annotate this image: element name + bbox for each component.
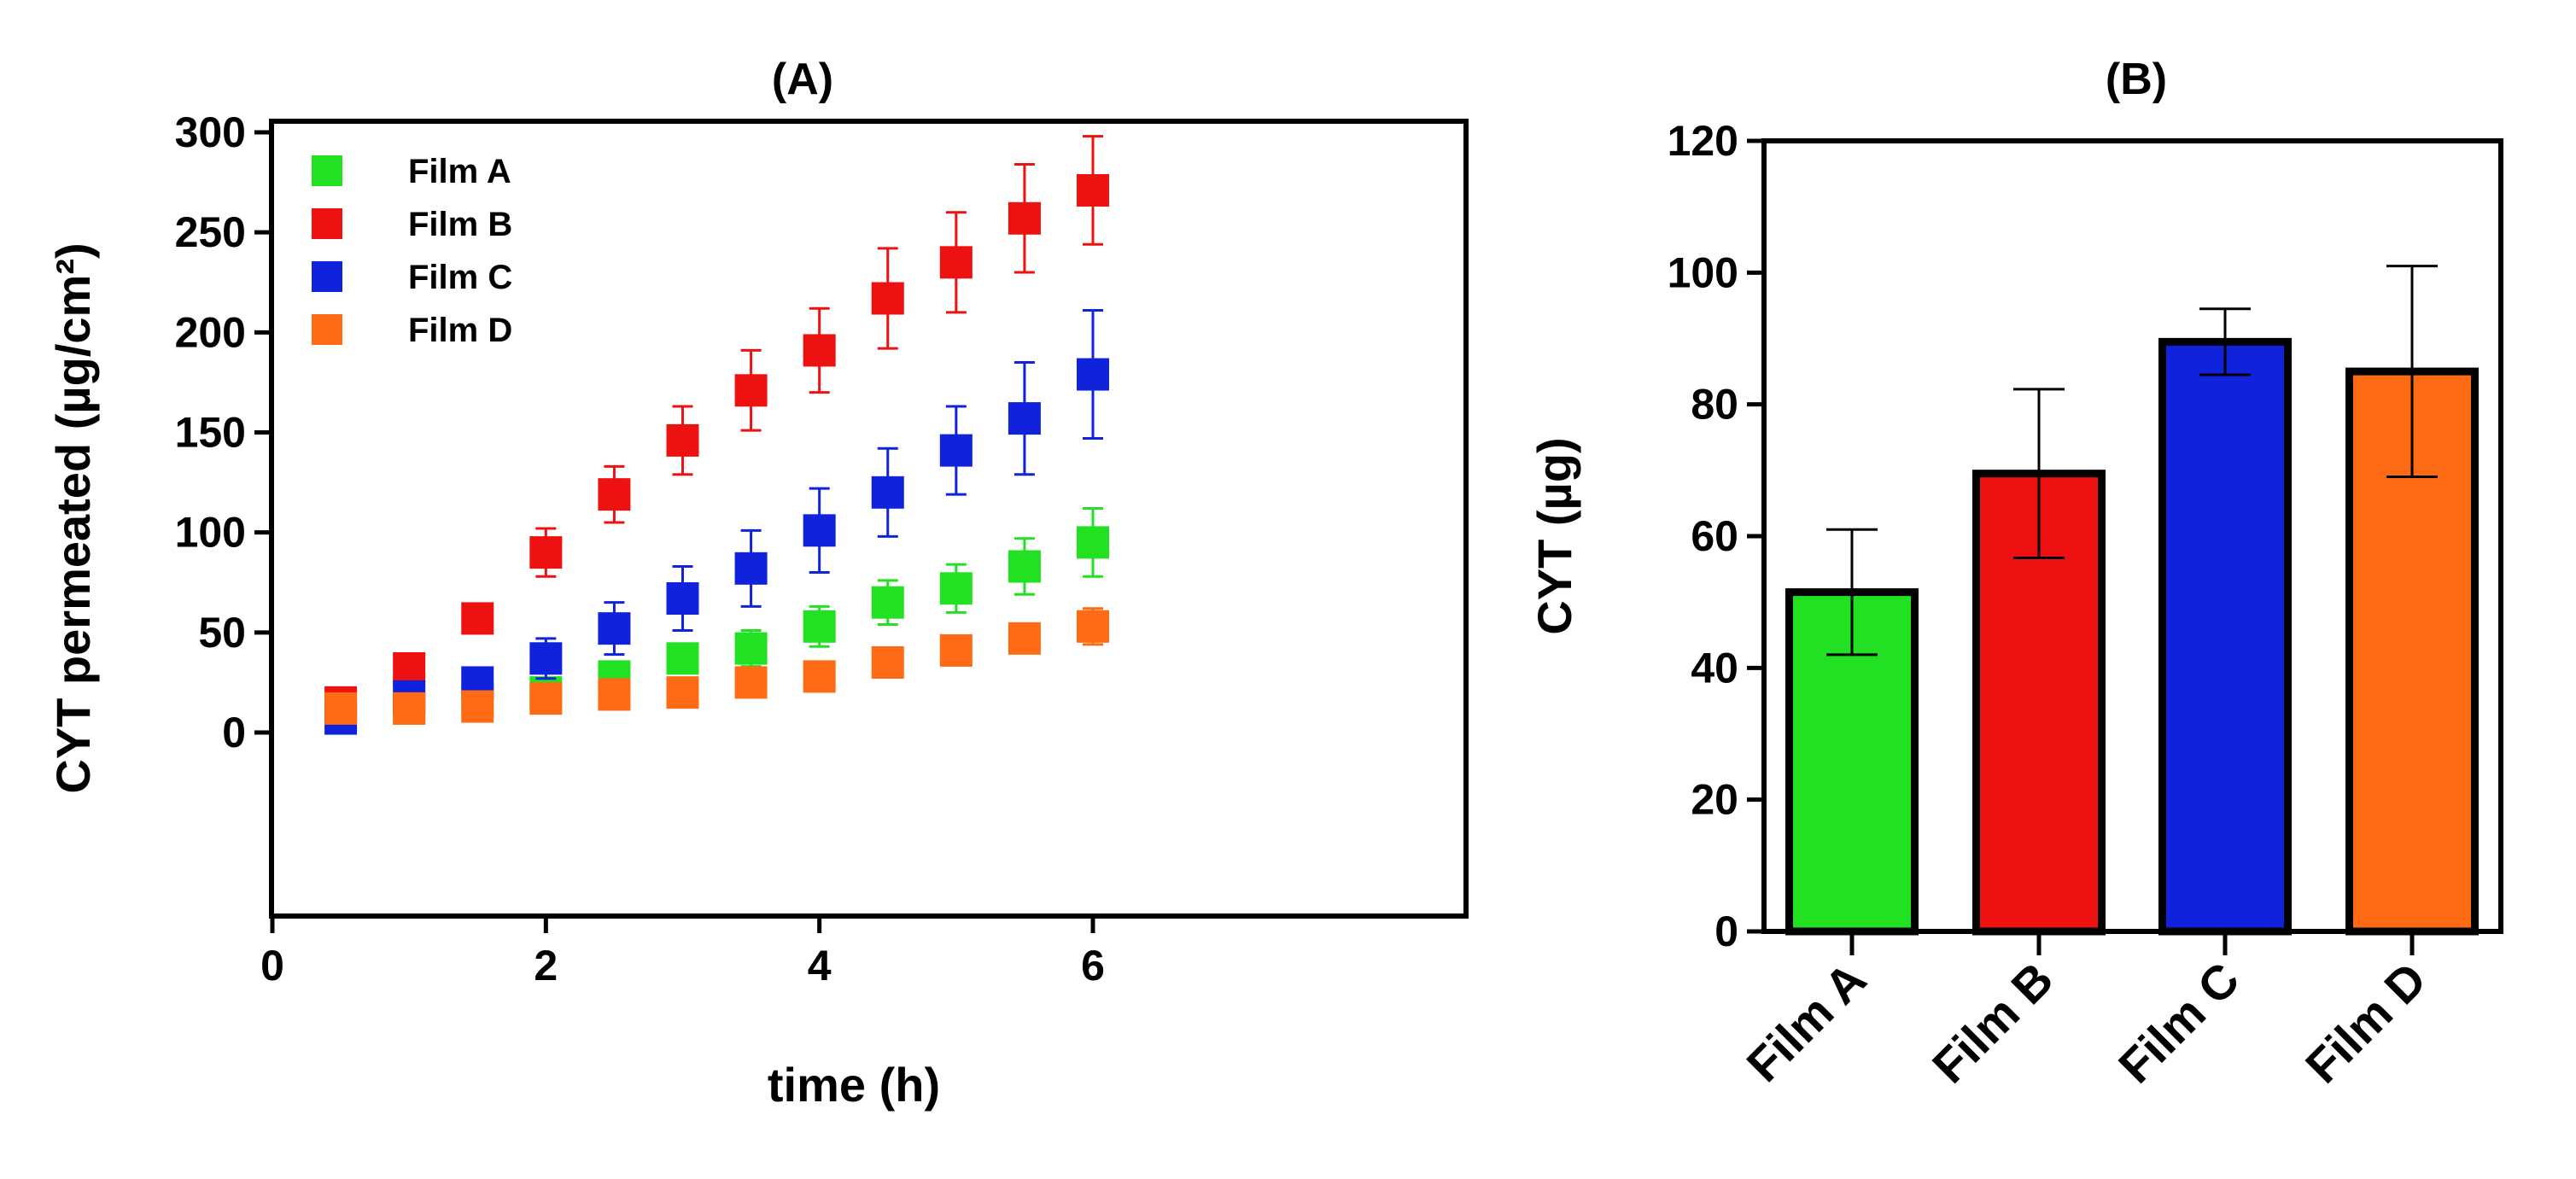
- legend-marker: [312, 208, 342, 239]
- data-point: [803, 334, 836, 367]
- y-tick-label: 120: [1668, 117, 1738, 165]
- series-film-b: [324, 135, 1109, 719]
- data-point: [393, 652, 426, 686]
- data-point: [1077, 358, 1109, 391]
- legend-marker: [312, 261, 342, 292]
- panel-b-x-axis: Film A Film B Film C Film D: [1736, 931, 2436, 1093]
- panel-a-title: (A): [772, 55, 833, 104]
- data-point: [666, 642, 699, 675]
- panel-a-plot-area: [324, 135, 1109, 735]
- y-tick-label: 0: [222, 709, 246, 756]
- data-point: [393, 692, 426, 725]
- data-point: [1008, 402, 1041, 435]
- y-tick-label: 40: [1691, 644, 1738, 692]
- panel-b-y-label: CYT (µg): [1527, 437, 1581, 634]
- data-point: [1077, 610, 1109, 643]
- data-point: [324, 692, 358, 725]
- data-point: [803, 660, 836, 693]
- data-point: [939, 572, 973, 605]
- data-point: [666, 581, 699, 615]
- data-point: [529, 682, 563, 715]
- category-label: Film C: [2108, 952, 2250, 1094]
- panel-b-plot-area: [1785, 265, 2479, 936]
- panel-a-frame: [269, 119, 1469, 919]
- data-point: [803, 514, 836, 547]
- y-tick-label: 80: [1691, 381, 1738, 429]
- data-point: [529, 642, 563, 675]
- legend-label: Film D: [408, 312, 512, 349]
- panel-b-title: (B): [2106, 55, 2167, 104]
- data-point: [1008, 201, 1041, 235]
- data-point: [1077, 173, 1109, 207]
- x-tick-label: 0: [260, 942, 284, 989]
- category-label: Film D: [2295, 952, 2437, 1094]
- data-point: [871, 586, 904, 619]
- panel-a-y-label: CYT permeated (µg/cm²): [46, 242, 100, 793]
- legend-marker: [312, 314, 342, 345]
- data-point: [598, 678, 631, 711]
- y-tick-label: 20: [1691, 776, 1738, 824]
- panel-a-x-label: time (h): [768, 1058, 940, 1112]
- category-label: Film A: [1736, 952, 1876, 1092]
- panel-a: (A) 0 50 100 150 200 250 300 0 2 4 6 Film A Film B…: [46, 55, 1469, 1112]
- data-point: [939, 633, 973, 667]
- data-point: [734, 552, 768, 585]
- y-tick-label: 100: [1668, 248, 1738, 296]
- data-point: [734, 374, 768, 407]
- panel-a-legend: Film A Film B Film C Film D: [312, 153, 512, 349]
- x-tick-label: 6: [1081, 942, 1105, 989]
- y-tick-label: 50: [198, 609, 246, 657]
- panel-b-y-axis: 0 20 40 60 80 100 120: [1668, 117, 1764, 955]
- data-point: [939, 246, 973, 279]
- data-point: [529, 536, 563, 569]
- y-tick-label: 200: [175, 308, 246, 356]
- data-point: [1077, 526, 1109, 559]
- data-point: [598, 478, 631, 511]
- panel-a-y-axis: 0 50 100 150 200 250 300: [175, 108, 272, 756]
- legend-label: Film B: [408, 206, 512, 243]
- data-point: [803, 610, 836, 643]
- y-tick-label: 150: [175, 409, 246, 457]
- data-point: [871, 645, 904, 679]
- series-film-c: [324, 309, 1109, 735]
- y-tick-label: 300: [175, 108, 246, 156]
- series-film-d: [324, 607, 1109, 725]
- data-point: [461, 690, 494, 723]
- legend-label: Film C: [408, 259, 512, 296]
- y-tick-label: 0: [1714, 908, 1738, 955]
- data-point: [598, 612, 631, 645]
- x-tick-label: 2: [534, 942, 558, 989]
- data-point: [666, 423, 699, 457]
- data-point: [461, 602, 494, 635]
- bar: [2158, 337, 2292, 936]
- data-point: [734, 632, 768, 665]
- legend-marker: [312, 155, 342, 186]
- data-point: [871, 282, 904, 315]
- y-tick-label: 60: [1691, 512, 1738, 560]
- y-tick-label: 100: [175, 509, 246, 557]
- series-film-a: [324, 507, 1109, 725]
- y-tick-label: 250: [175, 208, 246, 256]
- data-point: [871, 476, 904, 509]
- category-label: Film B: [1922, 952, 2064, 1094]
- panel-a-x-axis: 0 2 4 6: [260, 916, 1105, 989]
- data-point: [734, 666, 768, 699]
- legend-label: Film A: [408, 153, 511, 190]
- data-point: [1008, 550, 1041, 583]
- data-point: [939, 434, 973, 467]
- x-tick-label: 4: [808, 942, 832, 989]
- data-point: [1008, 622, 1041, 655]
- data-point: [666, 676, 699, 709]
